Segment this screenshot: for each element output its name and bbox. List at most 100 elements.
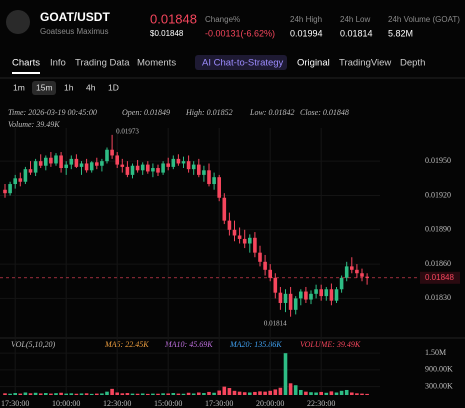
candle-body	[253, 237, 257, 253]
candle-body	[151, 168, 155, 172]
candle-body	[202, 170, 206, 175]
volume-bar	[110, 388, 114, 395]
candle-body	[140, 164, 145, 171]
tab[interactable]: Charts	[12, 58, 40, 69]
vol-ma20: MA20: 135.86K	[229, 340, 282, 349]
vol-ma5: MA5: 22.45K	[104, 340, 149, 349]
candle-body	[18, 178, 23, 182]
volume-bar	[49, 393, 53, 395]
candle-body	[166, 163, 170, 167]
interval[interactable]: 1D	[108, 82, 119, 92]
volume-bar	[151, 393, 155, 395]
volume-bar	[191, 393, 196, 395]
price-usd: $0.01848	[150, 29, 184, 38]
candle-body	[278, 292, 283, 303]
volume-bar	[299, 389, 303, 395]
candle-body	[49, 157, 53, 164]
candle-body	[329, 289, 334, 301]
tab[interactable]: Trading Data	[75, 58, 130, 69]
volume-bar	[28, 393, 33, 395]
volume-bar	[105, 391, 109, 395]
y-tick-label: 0.01890	[425, 225, 451, 234]
candle-body	[207, 170, 211, 185]
volume-bar	[273, 389, 278, 395]
volume-bar	[202, 393, 206, 395]
interval[interactable]: 1m	[13, 82, 25, 92]
candle-body	[161, 163, 165, 173]
vol-title: VOL(5,10,20)	[11, 340, 56, 349]
candle-body	[100, 161, 104, 166]
info-close: Close: 0.01848	[300, 108, 349, 117]
view-tab[interactable]: Original	[297, 58, 330, 69]
candle-body	[135, 165, 140, 171]
tab[interactable]: Moments	[137, 58, 176, 69]
volume-bar	[69, 393, 74, 395]
volume-bar	[355, 393, 359, 395]
stat-value: 0.01814	[340, 28, 373, 38]
max-label: 0.01973	[116, 127, 139, 135]
candle-body	[237, 235, 242, 239]
interval[interactable]: 15m	[36, 82, 53, 92]
volume-bar	[304, 391, 308, 395]
stat-value: 5.82M	[388, 28, 413, 38]
volume-bar	[253, 391, 257, 395]
candle-body	[8, 184, 12, 194]
volume-bar	[161, 393, 165, 395]
interval[interactable]: 4h	[86, 82, 96, 92]
last-price-tag	[420, 271, 460, 284]
candle-body	[176, 158, 181, 164]
volume-bar	[350, 392, 354, 395]
candle-body	[212, 177, 216, 185]
y-tick-label: 0.01920	[425, 190, 451, 199]
x-tick-label: 10:00:00	[52, 399, 80, 408]
volume-bar	[339, 390, 344, 395]
volume-bar	[95, 393, 99, 395]
volume-bar	[324, 392, 329, 395]
candle-body	[84, 163, 89, 171]
info-low: Low: 0.01842	[249, 108, 294, 117]
min-label: 0.01814	[264, 319, 287, 327]
volume-tick-label: 900.00K	[425, 365, 453, 374]
candle-body	[350, 266, 354, 270]
volume-bar	[140, 393, 145, 395]
pair[interactable]: GOAT/USDT	[40, 10, 110, 24]
candle-body	[258, 252, 262, 262]
volume-bar	[100, 393, 104, 395]
candle-body	[232, 229, 237, 236]
volume-bar	[344, 389, 349, 395]
candle-body	[319, 289, 323, 297]
candle-body	[181, 161, 186, 164]
y-tick-label: 0.01830	[425, 293, 451, 302]
candle-body	[125, 166, 130, 175]
stat-label: 24h Low	[340, 15, 370, 24]
volume-bar	[181, 393, 186, 395]
volume-bar	[125, 393, 130, 395]
candle-body	[293, 298, 298, 310]
volume-bar	[329, 391, 334, 395]
view-tab[interactable]: TradingView	[339, 58, 391, 69]
candle-body	[69, 158, 74, 165]
tab[interactable]: Info	[50, 58, 66, 69]
volume-bar	[334, 392, 339, 395]
volume-bar	[23, 392, 28, 395]
x-tick-label: 17:30:00	[205, 399, 233, 408]
volume-bar	[263, 391, 267, 395]
candle-body	[3, 189, 7, 194]
volume-tick-label: 300.00K	[425, 381, 453, 390]
candle-body	[324, 289, 329, 297]
interval[interactable]: 1h	[64, 82, 74, 92]
view-tab[interactable]: Depth	[400, 58, 425, 69]
stat-label: Change%	[205, 15, 240, 24]
volume-bar	[13, 393, 17, 395]
info-volume: Volume: 39.49K	[8, 120, 60, 129]
tab[interactable]: AI Chat-to-Strategy	[202, 58, 284, 69]
stat-label: 24h High	[290, 15, 322, 24]
stat-value: 0.01994	[290, 28, 323, 38]
candle-body	[156, 168, 160, 173]
x-tick-label: 22:30:00	[307, 399, 335, 408]
volume-bar	[64, 393, 68, 395]
volume-bar	[3, 393, 7, 395]
volume-bar	[278, 387, 283, 395]
candle-body	[309, 293, 313, 300]
